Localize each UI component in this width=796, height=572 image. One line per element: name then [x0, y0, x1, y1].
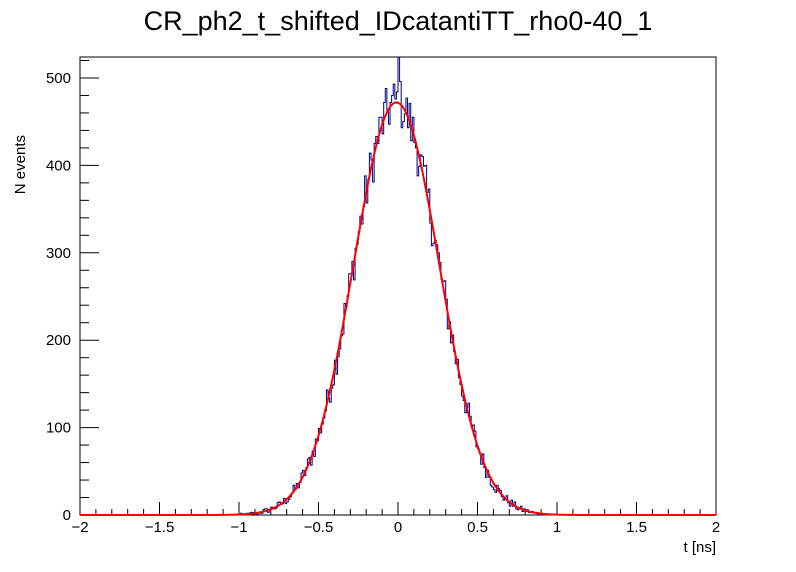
x-tick-label: −2	[71, 519, 88, 536]
x-axis-title: t [ns]	[683, 539, 716, 556]
y-tick-label: 400	[46, 157, 71, 174]
x-tick-label: 0.5	[467, 519, 488, 536]
x-tick-label: 0	[394, 519, 402, 536]
y-axis: 0 100 200 300 400 500	[46, 59, 99, 524]
x-tick-label: 2	[712, 519, 720, 536]
y-tick-label: 200	[46, 332, 71, 349]
x-tick-label: 1.5	[626, 519, 647, 536]
y-tick-label: 0	[63, 507, 71, 524]
x-tick-label: −1	[230, 519, 247, 536]
fit-curve	[80, 101, 716, 516]
fit-layer	[80, 101, 716, 516]
x-tick-label: 1	[553, 519, 561, 536]
y-tick-label: 500	[46, 70, 71, 87]
y-tick-label: 100	[46, 420, 71, 437]
y-tick-label: 300	[46, 245, 71, 262]
chart-title: CR_ph2_t_shifted_IDcatantiTT_rho0-40_1	[144, 6, 653, 36]
x-tick-label: −1.5	[145, 519, 175, 536]
x-tick-label: −0.5	[304, 519, 334, 536]
y-axis-title: N events	[12, 135, 29, 194]
x-axis: −2 −1.5 −1 −0.5 0 0.5 1 1.5 2	[71, 502, 720, 536]
